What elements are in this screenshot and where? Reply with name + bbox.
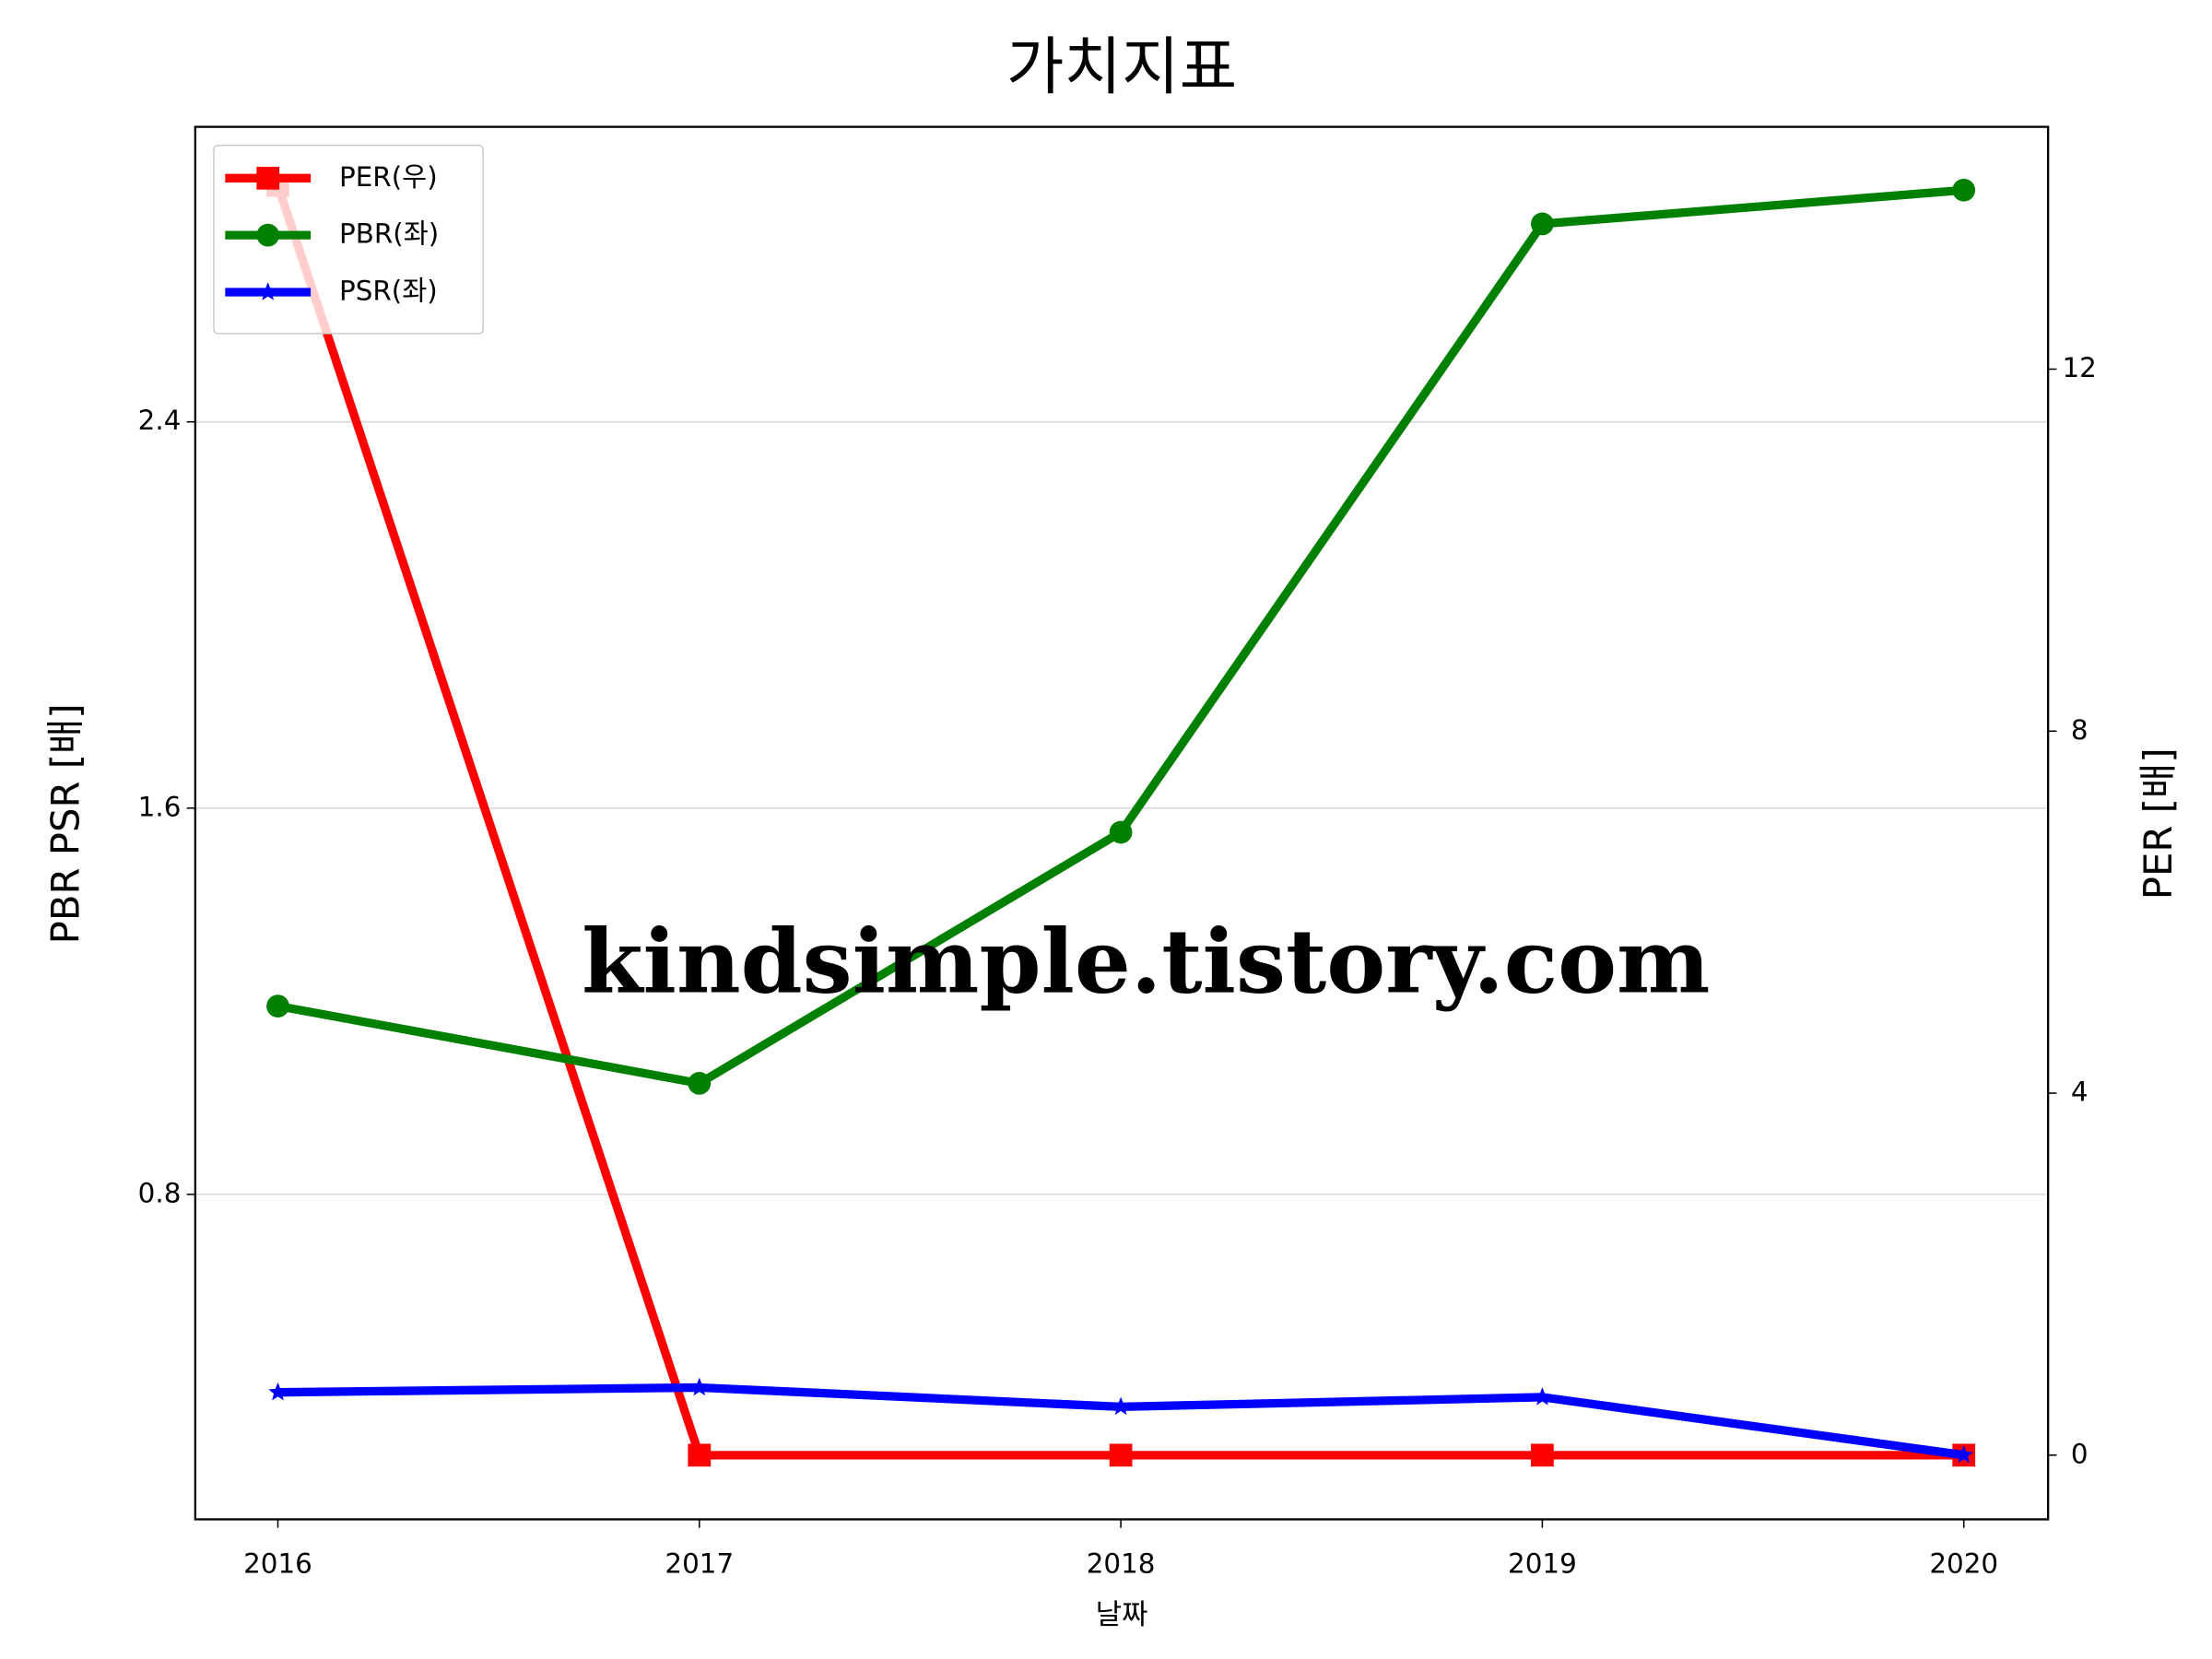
x-axis-label: 날짜	[1096, 1598, 1148, 1631]
watermark: kindsimple.tistory.com	[582, 909, 1710, 1013]
y-tick-label: 1.6	[138, 791, 182, 822]
legend-label: PBR(좌)	[339, 218, 439, 250]
marker	[258, 282, 278, 300]
y2-tick-label: 0	[2071, 1438, 2088, 1469]
marker	[256, 223, 280, 247]
x-tick-label: 2017	[665, 1547, 734, 1579]
marker	[266, 994, 289, 1018]
series-line	[274, 183, 1964, 1460]
y-tick-label: 0.8	[138, 1177, 182, 1208]
y-tick-label: 2.4	[138, 405, 182, 436]
marker	[688, 1072, 712, 1095]
chart-title: 가치지표	[1006, 31, 1237, 104]
y2-tick-label: 4	[2071, 1077, 2088, 1108]
marker	[1109, 1443, 1133, 1467]
marker	[1109, 820, 1133, 844]
marker	[689, 1377, 710, 1396]
x-tick-label: 2020	[1929, 1547, 1998, 1579]
x-tick-label: 2018	[1087, 1547, 1156, 1579]
y-axis-label: PBR PSR [배]	[43, 703, 88, 944]
y2-tick-label: 8	[2071, 714, 2088, 746]
marker	[1111, 1396, 1131, 1416]
marker	[256, 166, 280, 190]
legend-label: PER(우)	[339, 161, 438, 193]
y2-tick-label: 12	[2062, 352, 2096, 383]
legend-label: PSR(좌)	[339, 276, 438, 307]
marker	[1531, 1443, 1554, 1467]
x-tick-label: 2019	[1508, 1547, 1577, 1579]
marker	[1952, 178, 1976, 202]
legend: PER(우) PBR(좌) PSR(좌)	[213, 144, 484, 335]
marker	[1533, 1387, 1552, 1406]
legend-box	[213, 144, 484, 335]
marker	[268, 1382, 288, 1401]
marker	[1531, 212, 1554, 236]
plot-frame	[194, 125, 2050, 1521]
marker	[688, 1443, 712, 1467]
x-tick-label: 2016	[243, 1547, 312, 1579]
y2-axis-label: PER [배]	[2136, 747, 2181, 900]
marker	[1954, 1444, 1973, 1464]
